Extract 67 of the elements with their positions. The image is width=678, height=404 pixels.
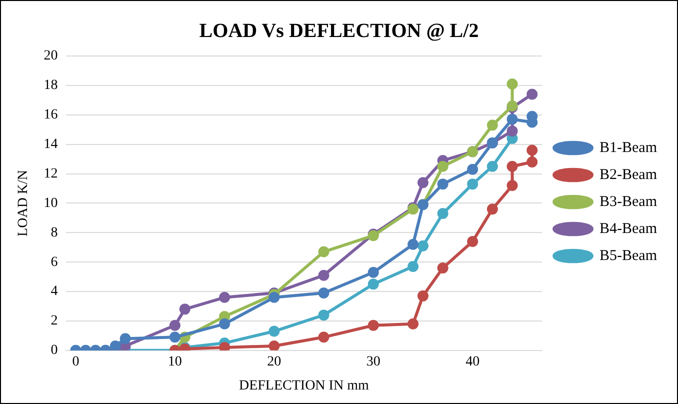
y-tick-label: 14	[44, 136, 58, 152]
point	[169, 332, 180, 343]
point	[506, 180, 518, 192]
point	[486, 120, 498, 131]
point	[437, 178, 448, 190]
point	[318, 332, 330, 343]
point	[408, 238, 419, 250]
point	[179, 304, 190, 315]
legend-label: B4-Beam	[600, 220, 658, 237]
point	[526, 144, 538, 156]
point	[219, 342, 230, 350]
point	[169, 320, 180, 331]
point	[467, 178, 478, 190]
x-tick-label: 40	[466, 354, 480, 370]
point	[368, 320, 379, 331]
point	[467, 164, 478, 175]
legend-label: B3-Beam	[600, 194, 658, 210]
legend-label: B1-Beam	[600, 140, 658, 156]
point	[408, 318, 419, 330]
point	[318, 246, 330, 258]
y-tick-label: 20	[44, 48, 58, 64]
point	[417, 177, 428, 188]
point	[526, 156, 538, 168]
point	[120, 333, 131, 344]
y-tick-label: 8	[50, 225, 58, 240]
point	[268, 292, 280, 303]
point	[437, 160, 448, 172]
x-tick-label: 20	[267, 354, 282, 370]
point	[318, 310, 330, 321]
x-tick-label: 30	[366, 354, 380, 370]
point	[437, 262, 448, 274]
point	[408, 260, 419, 272]
legend-label: B2-Beam	[600, 166, 658, 183]
x-tick-label: 0	[72, 354, 80, 370]
point	[506, 160, 518, 172]
y-tick-label: 10	[44, 196, 58, 211]
point	[219, 318, 230, 330]
point	[318, 287, 330, 298]
point	[467, 236, 478, 247]
legend-label: B5-Beam	[600, 248, 658, 264]
point	[506, 126, 518, 137]
point	[268, 326, 280, 337]
point	[110, 340, 121, 350]
point	[486, 160, 498, 172]
y-tick-label: 18	[44, 78, 58, 94]
point	[219, 292, 230, 303]
y-tick-label: 12	[44, 166, 58, 182]
point	[268, 340, 280, 350]
point	[486, 204, 498, 215]
y-tick-label: 0	[50, 343, 58, 358]
point	[506, 78, 518, 90]
point	[417, 240, 428, 252]
point	[368, 266, 379, 278]
point	[506, 114, 518, 125]
point	[526, 88, 538, 100]
x-axis-title: DEFLECTION IN mm	[238, 378, 369, 394]
y-tick-label: 16	[44, 108, 58, 123]
y-tick-label: 2	[50, 314, 58, 329]
point	[437, 208, 448, 220]
y-axis-title: LOAD K/N	[16, 170, 32, 236]
point	[368, 278, 379, 290]
y-tick-label: 4	[50, 284, 58, 300]
chart-title: LOAD Vs DEFLECTION @ L/2	[199, 20, 479, 42]
y-tick-label: 6	[50, 254, 58, 270]
x-tick-label: 10	[168, 354, 182, 370]
point	[417, 290, 428, 302]
point	[318, 270, 330, 281]
